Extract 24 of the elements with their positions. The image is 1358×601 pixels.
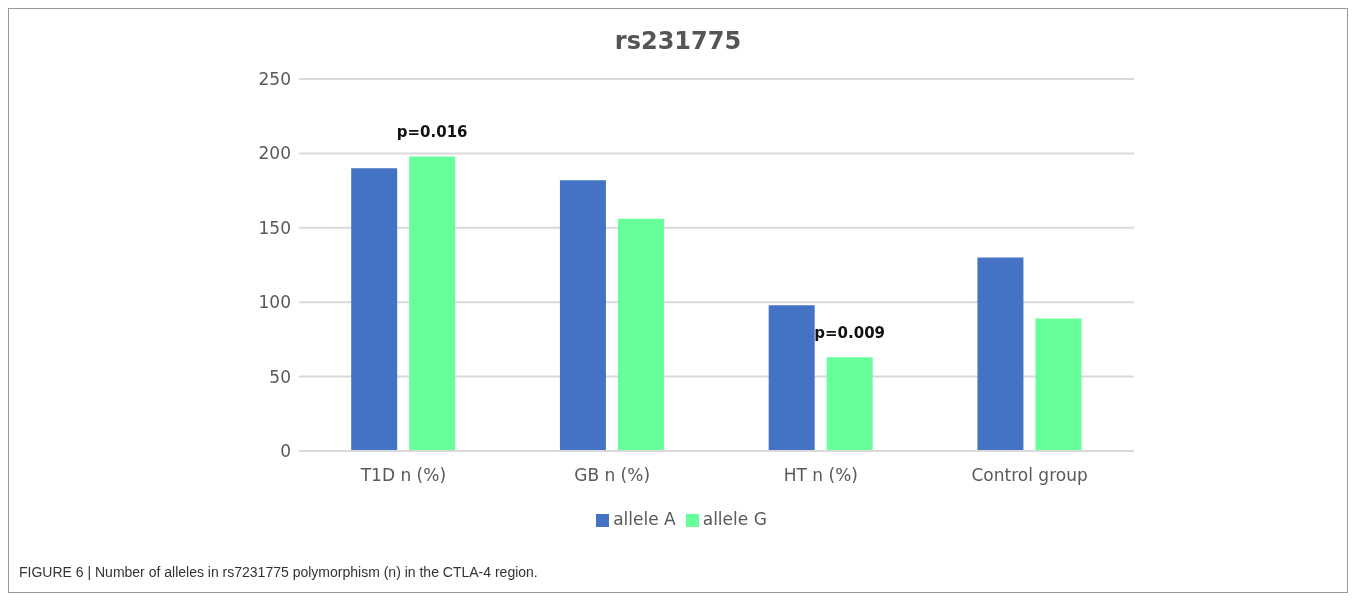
y-tick-label: 100 [258,292,291,313]
bar [351,168,398,451]
bar [617,218,664,451]
annotation: p=0.009 [814,324,886,343]
x-tick-label: T1D n (%) [359,465,447,486]
bar [768,305,815,451]
y-tick-label: 250 [258,69,291,90]
bar [826,357,873,451]
bar [409,156,456,451]
chart-title: rs231775 [613,26,743,57]
y-tick-label: 150 [258,217,291,238]
y-tick-label: 50 [269,366,291,387]
legend-label: allele G [702,509,767,529]
bar [1035,318,1082,451]
x-tick-label: Control group [971,465,1088,486]
x-tick-label: GB n (%) [574,465,651,486]
y-tick-label: 0 [280,441,291,462]
annotation: p=0.016 [396,123,468,142]
bar [559,180,606,451]
bar [977,257,1024,451]
y-tick-label: 200 [258,143,291,164]
legend-label: allele A [613,509,676,529]
caption: FIGURE 6 | Number of alleles in rs7231775 polymorphism (n) in the CTLA-4 region. [19,564,538,580]
x-tick-label: HT n (%) [783,465,858,486]
